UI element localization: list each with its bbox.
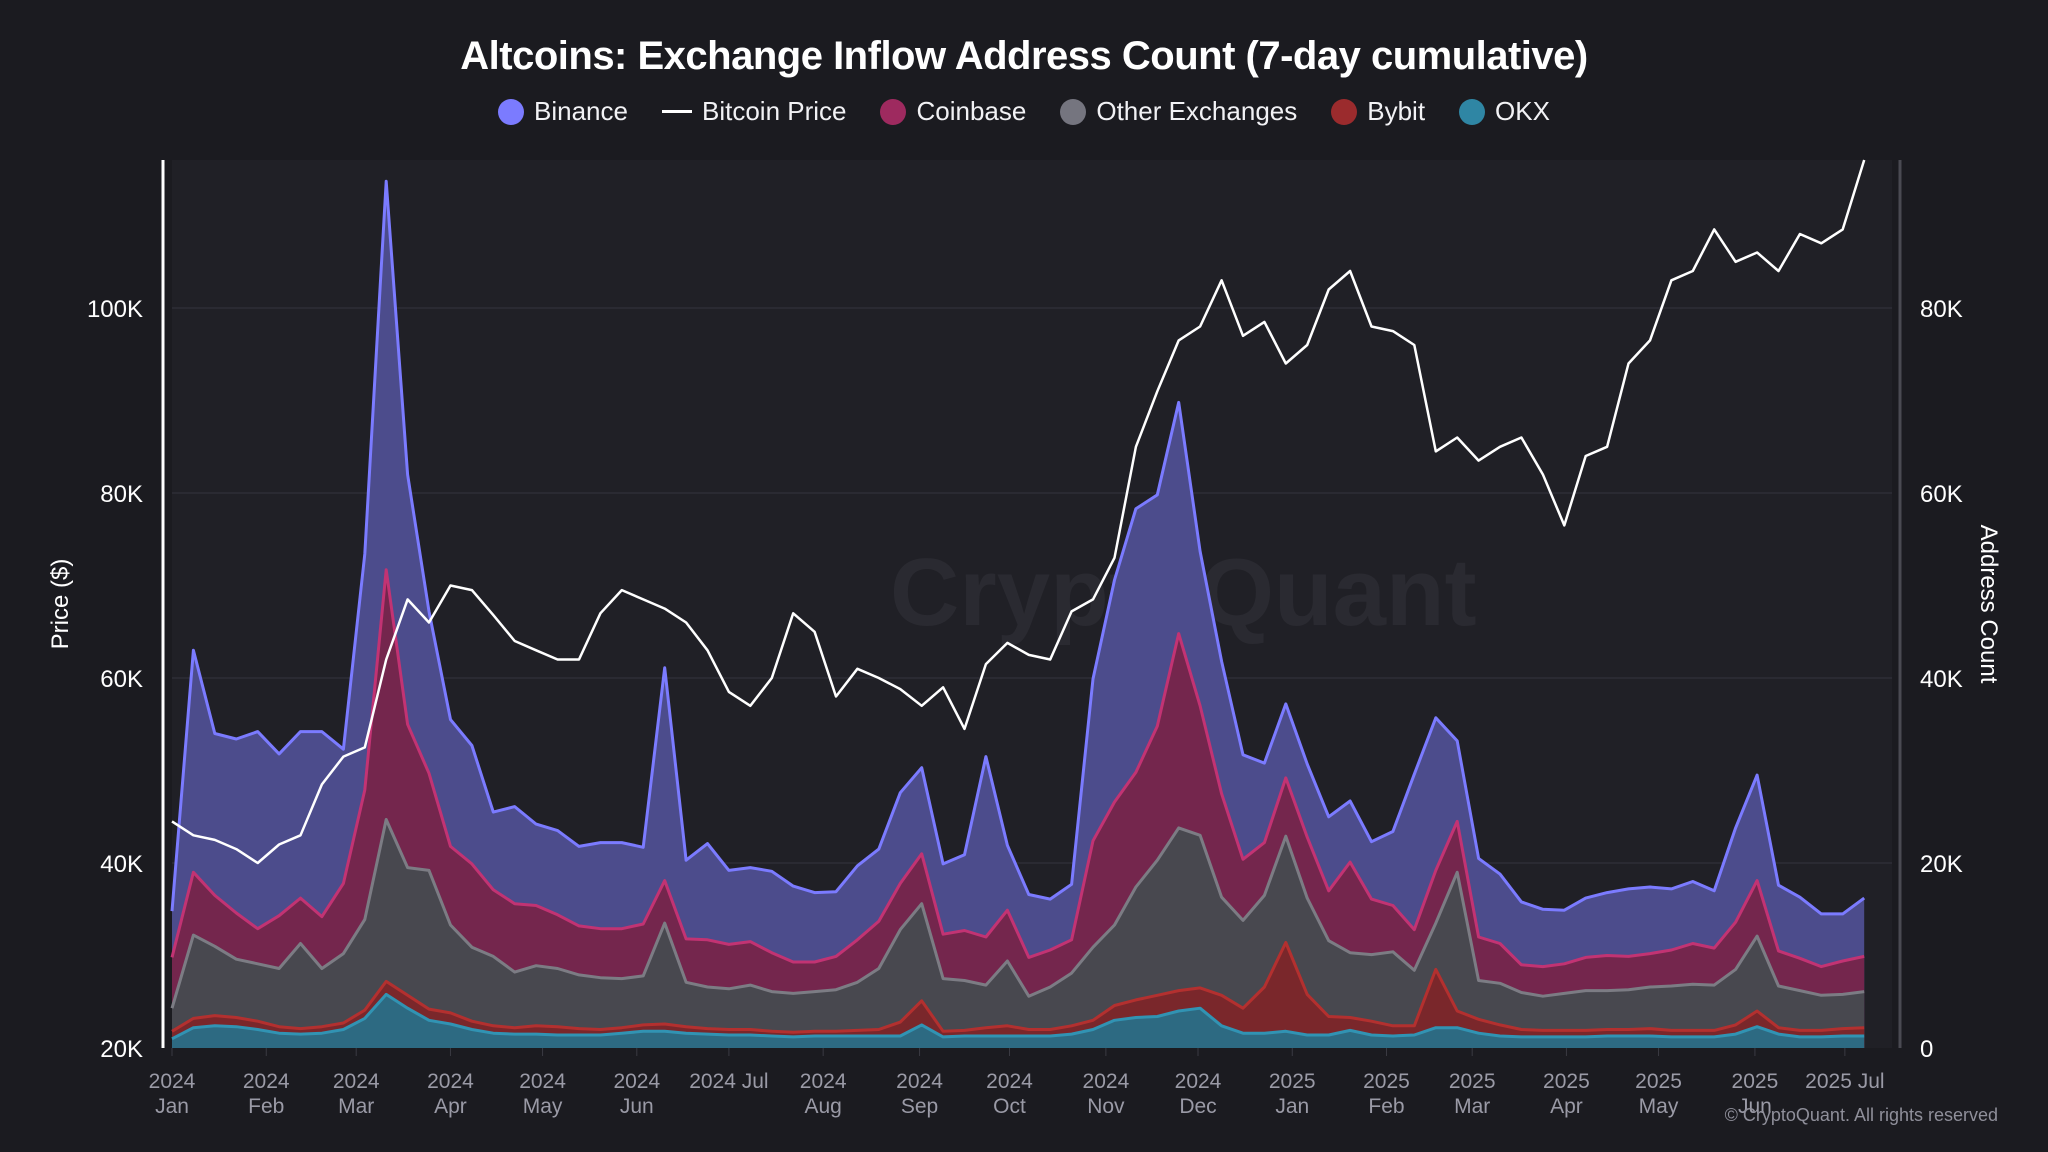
legend-label: OKX bbox=[1495, 96, 1550, 126]
stacked-areas bbox=[170, 179, 1866, 1049]
legend-label: Bitcoin Price bbox=[701, 96, 847, 126]
x-tick-label: May bbox=[523, 1095, 563, 1118]
x-tick-label: 2025 bbox=[1635, 1070, 1682, 1093]
legend-dot-swatch bbox=[880, 98, 907, 125]
x-tick-label: 2025 bbox=[1363, 1070, 1410, 1093]
x-tick-label: 2024 bbox=[613, 1070, 660, 1093]
x-tick-label: 2024 bbox=[800, 1070, 847, 1093]
legend-item-okx[interactable]: OKX bbox=[1459, 96, 1550, 127]
x-tick-label: Feb bbox=[1368, 1095, 1404, 1118]
x-tick-label: 2024 bbox=[149, 1070, 196, 1093]
legend-label: Other Exchanges bbox=[1096, 96, 1298, 126]
right-tick-label: 20K bbox=[1920, 851, 1963, 878]
x-tick-label: 2025 bbox=[1732, 1070, 1779, 1093]
x-tick-label: Jun bbox=[1738, 1095, 1772, 1118]
left-tick-label: 80K bbox=[100, 481, 143, 508]
x-tick-label: Jun bbox=[620, 1095, 654, 1118]
area-edge-other-exchanges bbox=[170, 818, 1865, 1009]
legend-label: Bybit bbox=[1367, 96, 1426, 126]
legend-dot-swatch bbox=[1331, 98, 1358, 125]
area-okx bbox=[172, 994, 1865, 1048]
legend-label: Binance bbox=[534, 96, 628, 126]
right-tick-label: 60K bbox=[1920, 481, 1963, 508]
x-tick-label: Mar bbox=[338, 1095, 374, 1118]
legend-dot-swatch bbox=[1459, 98, 1486, 125]
legend-line-swatch bbox=[661, 110, 692, 113]
area-edge-bybit bbox=[171, 941, 1865, 1034]
x-tick-label: 2025 bbox=[1269, 1070, 1316, 1093]
legend-item-binance[interactable]: Binance bbox=[498, 96, 628, 127]
x-tick-label: 2024 bbox=[986, 1070, 1033, 1093]
area-edge-binance bbox=[170, 179, 1866, 916]
x-tick-label: Jan bbox=[155, 1095, 189, 1118]
legend-dot-swatch bbox=[1060, 98, 1087, 125]
x-tick-label: Oct bbox=[993, 1095, 1026, 1118]
legend-item-bitcoin-price[interactable]: Bitcoin Price bbox=[661, 96, 847, 127]
copyright-notice: © CryptoQuant. All rights reserved bbox=[1724, 1105, 1998, 1125]
right-tick-label: 80K bbox=[1920, 296, 1963, 323]
x-tick-label: Feb bbox=[248, 1095, 284, 1118]
area-binance bbox=[172, 181, 1865, 1049]
x-tick-label: Apr bbox=[434, 1095, 467, 1118]
price-line-group bbox=[171, 159, 1866, 865]
chart-title: Altcoins: Exchange Inflow Address Count … bbox=[460, 34, 1588, 78]
x-tick-label: Sep bbox=[901, 1095, 938, 1118]
x-tick-label: 2025 Jul bbox=[1805, 1070, 1884, 1093]
left-axis-ticks: 20K 40K 60K 80K 100K bbox=[87, 296, 143, 1063]
legend-item-coinbase[interactable]: Coinbase bbox=[880, 96, 1026, 127]
right-tick-label: 40K bbox=[1920, 666, 1963, 693]
x-tick-label: 2024 bbox=[1083, 1070, 1130, 1093]
left-tick-label: 100K bbox=[87, 296, 143, 323]
x-tick-label: 2024 bbox=[333, 1070, 380, 1093]
x-tick-label: 2025 bbox=[1449, 1070, 1496, 1093]
right-axis-title: Address Count bbox=[1975, 525, 2002, 684]
x-tick-label: Apr bbox=[1550, 1095, 1583, 1118]
x-tick-label: Aug bbox=[804, 1095, 841, 1118]
x-tick-label: Jan bbox=[1275, 1095, 1309, 1118]
bitcoin-price-line bbox=[171, 159, 1866, 865]
right-axis-ticks: 0 20K 40K 60K 80K bbox=[1920, 296, 1963, 1063]
x-tick-label: Nov bbox=[1087, 1095, 1125, 1118]
left-tick-label: 40K bbox=[100, 851, 143, 878]
area-edge-coinbase bbox=[170, 568, 1865, 969]
left-tick-label: 60K bbox=[100, 666, 143, 693]
x-tick-label: 2024 bbox=[427, 1070, 474, 1093]
x-tick-label: 2024 bbox=[243, 1070, 290, 1093]
x-tick-label: Mar bbox=[1454, 1095, 1490, 1118]
x-tick-label: May bbox=[1639, 1095, 1679, 1118]
x-tick-label: 2024 bbox=[519, 1070, 566, 1093]
right-tick-label: 0 bbox=[1920, 1036, 1933, 1063]
x-axis-ticks: 2024Jan2024Feb2024Mar2024Apr2024May2024J… bbox=[149, 1048, 1885, 1118]
x-tick-label: 2024 bbox=[1175, 1070, 1222, 1093]
left-axis-title: Price ($) bbox=[47, 559, 74, 650]
legend-dot-swatch bbox=[498, 98, 525, 125]
legend: Binance Bitcoin Price Coinbase Other Exchan… bbox=[0, 96, 2048, 127]
x-tick-label: 2024 Jul bbox=[689, 1070, 768, 1093]
x-tick-label: 2024 bbox=[896, 1070, 943, 1093]
x-tick-label: Dec bbox=[1179, 1095, 1216, 1118]
area-edge-okx bbox=[171, 992, 1865, 1041]
legend-item-bybit[interactable]: Bybit bbox=[1331, 96, 1425, 127]
legend-item-other-exchanges[interactable]: Other Exchanges bbox=[1060, 96, 1297, 127]
area-bybit bbox=[172, 942, 1865, 1048]
left-tick-label: 20K bbox=[100, 1036, 143, 1063]
legend-label: Coinbase bbox=[916, 96, 1027, 126]
x-tick-label: 2025 bbox=[1543, 1070, 1590, 1093]
